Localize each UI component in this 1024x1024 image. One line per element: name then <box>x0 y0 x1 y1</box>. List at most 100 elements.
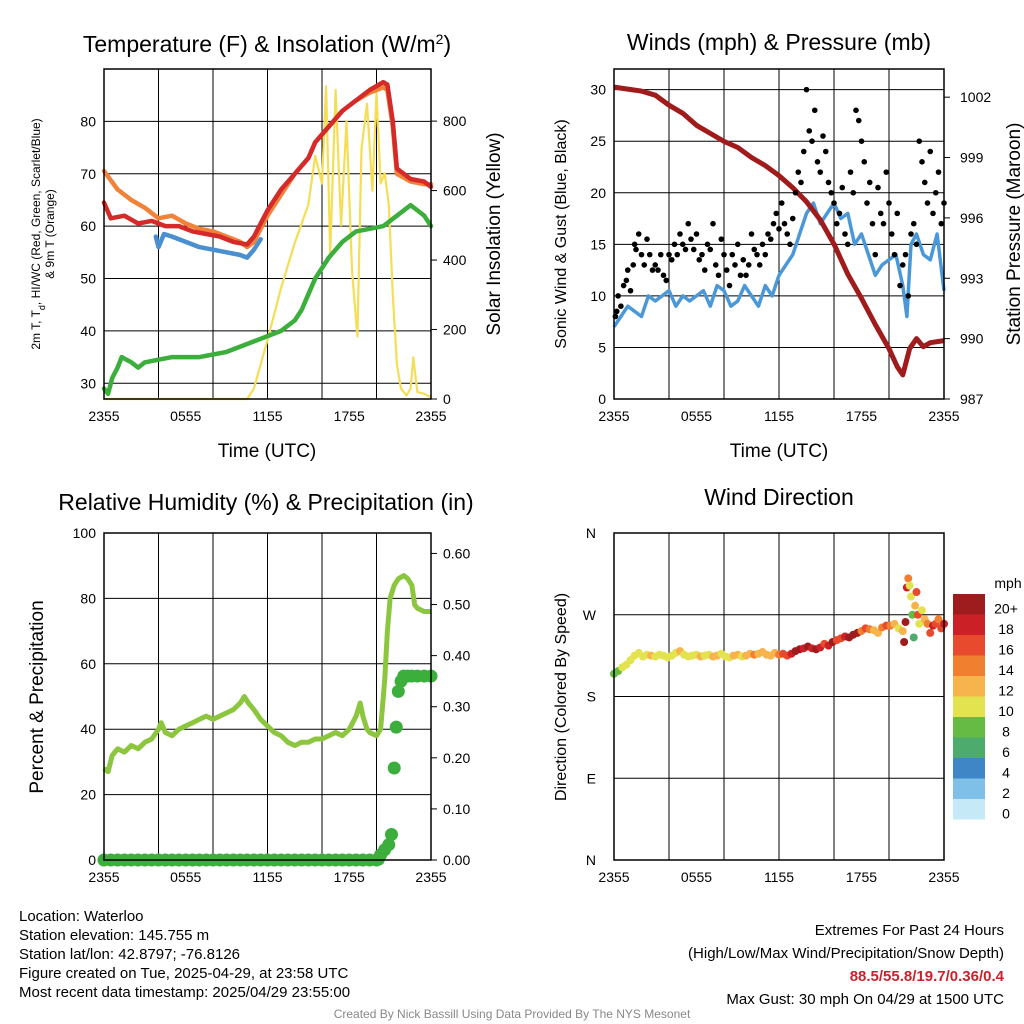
y-tick-label: 40 <box>80 323 96 339</box>
gust-point <box>732 262 738 268</box>
gust-point <box>657 251 664 258</box>
gust-point <box>798 179 804 186</box>
gust-point <box>913 241 920 248</box>
gust-point <box>770 220 777 227</box>
gust-point <box>899 262 906 268</box>
gust-point <box>638 251 645 258</box>
x-tick-label: 1155 <box>252 408 282 424</box>
gust-point <box>828 189 835 196</box>
gust-point <box>671 241 678 248</box>
gust-point <box>652 262 659 268</box>
y2-tick-label: 993 <box>960 270 984 286</box>
chart-title: Temperature (F) & Insolation (W/m2) <box>83 31 451 57</box>
y2-tick-label: 990 <box>960 331 984 347</box>
y2-tick-label: 987 <box>960 391 984 407</box>
y2-tick-label: 996 <box>960 210 984 226</box>
gust-point <box>726 282 733 289</box>
legend-swatch <box>953 676 985 697</box>
y-tick-label: S <box>587 689 596 705</box>
gust-point <box>861 159 868 165</box>
gust-point <box>627 287 634 294</box>
gust-point <box>792 189 799 196</box>
gust-point <box>833 220 840 227</box>
gust-point <box>701 267 708 273</box>
latlon-text: Station lat/lon: 42.8797; -76.8126 <box>19 946 241 963</box>
legend-label: 4 <box>1002 764 1010 780</box>
gust-point <box>795 169 802 175</box>
y2-axis-label-text: Station Pressure (Maroon) <box>1004 123 1024 346</box>
credit-text: Created By Nick Bassill Using Data Provi… <box>333 1007 691 1021</box>
gust-point <box>800 148 807 155</box>
gust-point <box>685 220 692 227</box>
direction-point <box>908 610 917 619</box>
gust-point <box>759 241 766 248</box>
x-tick-label: 2355 <box>415 869 446 885</box>
gust-point <box>817 169 824 175</box>
gust-point <box>710 220 716 227</box>
precip-point <box>384 827 398 841</box>
gust-point <box>618 303 624 309</box>
gust-point <box>858 138 865 144</box>
gust-point <box>715 272 722 279</box>
y2-tick-label: 0 <box>443 391 451 407</box>
y-tick-label: 10 <box>590 288 606 304</box>
y-tick-label: 0 <box>88 852 96 868</box>
gust-point <box>624 267 631 273</box>
gust-point <box>762 251 769 258</box>
y-axis-label-text: Percent & Precipitation <box>27 600 48 793</box>
gust-point <box>737 272 744 279</box>
gust-point <box>927 148 934 155</box>
y-tick-label: 60 <box>80 656 96 672</box>
direction-point <box>907 592 915 601</box>
plot-border <box>613 68 945 400</box>
gust-point <box>707 246 714 253</box>
gust-point <box>910 220 917 227</box>
x-tick-label: 1155 <box>764 869 794 885</box>
y2-tick-label: 400 <box>443 252 467 268</box>
y-tick-label: 25 <box>590 133 606 149</box>
gust-point <box>630 262 637 268</box>
y2-tick-label: 0.20 <box>443 750 470 766</box>
extremes-title: Extremes For Past 24 Hours <box>814 922 1004 939</box>
gust-point <box>864 200 870 206</box>
y2-tick-label: 0.00 <box>443 852 470 868</box>
legend-swatch <box>953 778 985 799</box>
gust-point <box>613 308 620 315</box>
gust-point <box>855 117 862 124</box>
gust-point <box>844 241 851 248</box>
gust-point <box>635 231 642 237</box>
gust-point <box>740 256 747 263</box>
temperature-panel: 2355 0555 1155 1755 235530405060708002004006… <box>29 31 505 462</box>
y-axis-label: Sonic Wind & Gust (Blue, Black) <box>553 119 570 348</box>
gust-point <box>743 272 749 279</box>
direction-point <box>874 628 882 637</box>
gust-point <box>756 262 763 268</box>
gust-point <box>696 256 703 263</box>
direction-point <box>912 588 921 597</box>
y2-tick-label: 0.10 <box>443 801 470 817</box>
gust-point <box>641 262 648 268</box>
y2-tick-label: 600 <box>443 183 467 199</box>
gust-point <box>644 236 650 242</box>
x-tick-label: 2355 <box>598 869 629 885</box>
y-tick-label: 50 <box>80 271 96 287</box>
gust-point <box>932 189 939 196</box>
gust-point <box>924 200 931 206</box>
y-tick-label: 15 <box>590 236 606 252</box>
precip-point <box>387 761 401 775</box>
gust-point <box>729 251 736 258</box>
gust-point <box>935 169 942 175</box>
plot-border <box>103 68 432 400</box>
gust-point <box>693 231 700 237</box>
elevation-text: Station elevation: 145.755 m <box>19 927 210 944</box>
direction-point <box>904 574 913 583</box>
gust-point <box>688 236 694 242</box>
gust-point <box>908 231 914 237</box>
precip-point <box>391 684 405 698</box>
gust-point <box>646 251 653 258</box>
gust-point <box>877 210 884 217</box>
y-tick-label: 5 <box>598 339 606 355</box>
gust-point <box>787 241 793 248</box>
